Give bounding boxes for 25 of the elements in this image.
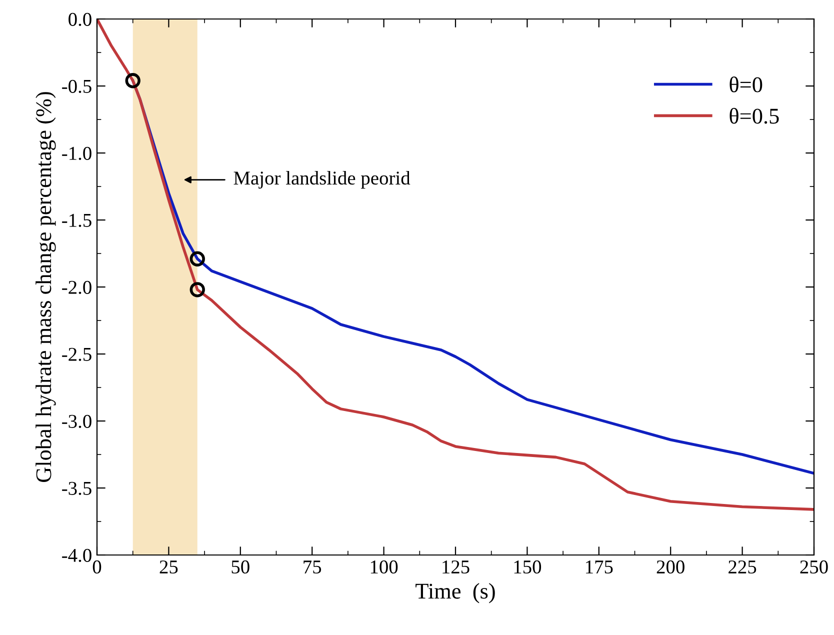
- y-tick-label: -1.5: [62, 214, 92, 228]
- x-tick-label: 150: [514, 560, 542, 574]
- x-tick-label: 0: [92, 560, 102, 574]
- x-tick-label: 50: [232, 560, 250, 574]
- x-tick-label: 250: [800, 560, 828, 574]
- x-tick-label: 200: [656, 560, 684, 574]
- x-axis-title: Time (s): [416, 583, 495, 604]
- x-tick-label: 225: [728, 560, 756, 574]
- x-tick-label: 175: [586, 560, 613, 574]
- x-tick-label: 25: [160, 560, 178, 574]
- annotation: Major landslide peorid: [234, 170, 410, 189]
- x-tick-label: 75: [304, 560, 322, 574]
- y-tick-label: -3.5: [62, 482, 92, 496]
- x-tick-label: 100: [370, 560, 398, 574]
- y-tick-label: -2.5: [62, 348, 92, 362]
- y-tick-label: -0.5: [62, 80, 92, 94]
- y-tick-label: -3.0: [62, 414, 92, 428]
- y-tick-label: 0.0: [68, 12, 92, 26]
- y-tick-label: -1.0: [62, 146, 92, 160]
- y-tick-label: -4.0: [62, 548, 92, 562]
- y-axis-title: Global hydrate mass change percentage (%): [36, 92, 56, 482]
- y-tick-label: -2.0: [62, 280, 92, 294]
- x-tick-label: 125: [442, 560, 470, 574]
- legend-label: θ=0.5: [730, 108, 779, 124]
- legend-label: θ=0: [730, 76, 762, 92]
